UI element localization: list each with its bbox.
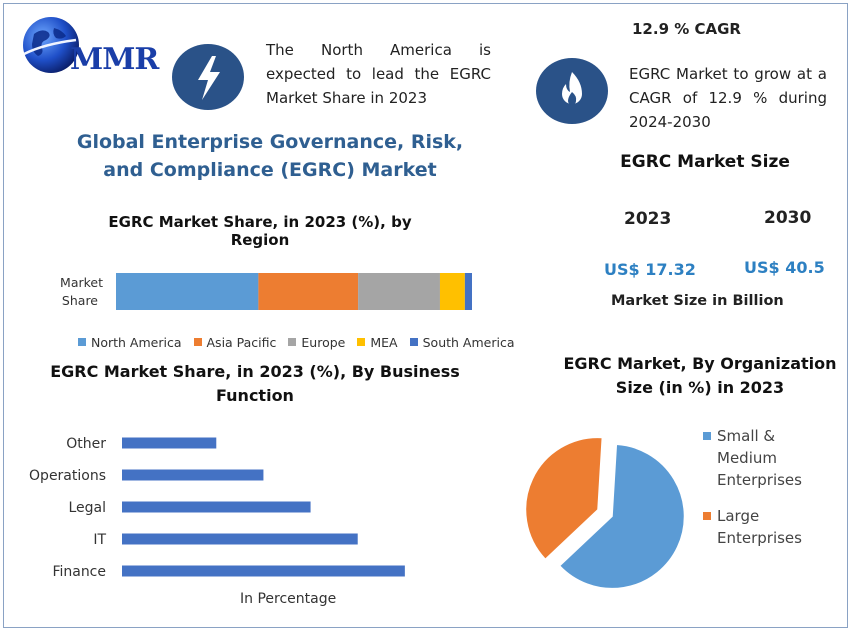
org-size-pie (525, 437, 685, 589)
region-bar-segment-asia-pacific (258, 273, 359, 310)
region-legend-item: North America (78, 335, 182, 350)
org-title-line-2: Size (in %) in 2023 (615, 378, 785, 397)
function-bar-finance (122, 565, 405, 577)
pie-legend-label: Small & (717, 427, 776, 445)
legend-label: South America (422, 334, 515, 350)
function-chart: Other Operations Legal IT Finance (29, 436, 405, 580)
region-legend: North America Asia Pacific Europe MEA South … (78, 331, 548, 350)
cagr-title: 12.9 % CAGR (632, 20, 741, 38)
legend-label: North America (91, 334, 182, 350)
region-category-label-2: Share (62, 293, 98, 308)
region-legend-item: MEA (357, 334, 398, 350)
region-bar-segment-europe (358, 273, 440, 310)
org-size-chart-title: EGRC Market, By Organization Size (in %)… (560, 352, 840, 400)
year-2023: 2023 (624, 209, 672, 229)
pie-legend-item: Large Enterprises (703, 505, 843, 549)
function-chart-title: EGRC Market Share, in 2023 (%), By Busin… (40, 360, 470, 408)
legend-swatch (357, 338, 366, 346)
globe-icon (23, 17, 79, 73)
region-legend-item: Asia Pacific (193, 334, 277, 350)
function-tick-label: Operations (29, 468, 106, 484)
pie-legend-label: Enterprises (717, 471, 802, 489)
legend-swatch (193, 338, 202, 346)
function-tick-label: Other (66, 436, 106, 452)
pie-legend: Small & Medium Enterprises Large Enterprises (703, 425, 843, 563)
function-title-line-2: Function (216, 386, 294, 405)
region-chart-title: EGRC Market Share, in 2023 (%), by Regio… (108, 213, 412, 249)
pie-slice-small-medium (559, 443, 685, 589)
region-legend-item: Europe (288, 335, 345, 350)
org-title-line-1: EGRC Market, By Organization (563, 354, 837, 373)
legend-swatch (409, 338, 418, 346)
legend-label: Europe (301, 334, 346, 350)
function-bar-other (122, 437, 217, 449)
pie-slice-large (525, 437, 603, 560)
pie-legend-label: Enterprises (717, 529, 802, 547)
region-chart: Market Share (60, 273, 472, 310)
north-america-blurb: The North America is expected to lead th… (266, 41, 491, 107)
pie-legend-item: Small & Medium Enterprises (703, 425, 843, 491)
function-bar-legal (122, 501, 311, 513)
region-category-label-1: Market (60, 275, 103, 290)
year-2030: 2030 (764, 208, 812, 228)
function-bar-operations (122, 469, 264, 481)
legend-swatch (703, 432, 711, 440)
function-title-line-1: EGRC Market Share, in 2023 (%), By Busin… (50, 362, 460, 381)
lightning-bolt-icon (172, 44, 244, 110)
region-bar-segment-north-america (116, 273, 259, 310)
function-tick-label: Legal (68, 500, 106, 516)
market-size-title: EGRC Market Size (620, 152, 790, 172)
function-bar-it (122, 533, 358, 545)
legend-label: MEA (370, 334, 398, 350)
logo-text: MMR (70, 42, 159, 77)
flame-icon (536, 58, 608, 124)
legend-swatch (703, 512, 711, 520)
legend-swatch (288, 338, 297, 346)
region-legend-item: South America (409, 334, 515, 350)
cagr-blurb: EGRC Market to grow at a CAGR of 12.9 % … (629, 65, 827, 131)
function-xlabel: In Percentage (240, 591, 337, 607)
pie-legend-label: Large (717, 507, 760, 525)
main-title: Global Enterprise Governance, Risk, and … (76, 131, 464, 181)
pie-legend-label: Medium (717, 449, 777, 467)
legend-label: Asia Pacific (206, 334, 277, 350)
function-tick-label: IT (93, 532, 106, 548)
region-bar-segment-mea (439, 273, 465, 310)
outer-frame (3, 3, 848, 628)
value-2023: US$ 17.32 (604, 260, 696, 279)
legend-swatch (78, 338, 86, 346)
function-tick-label: Finance (52, 564, 106, 580)
region-bar-segment-south-america (464, 273, 472, 310)
value-2030: US$ 40.5 (744, 258, 825, 277)
market-size-caption: Market Size in Billion (611, 293, 784, 309)
